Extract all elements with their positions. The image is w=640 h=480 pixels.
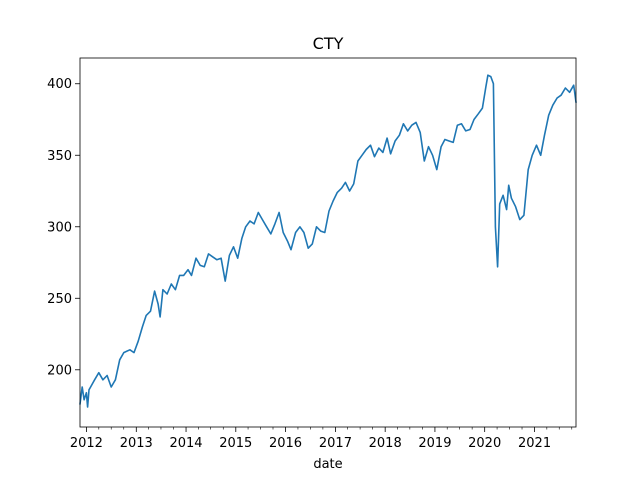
chart-title: CTY (313, 34, 344, 53)
x-tick-label: 2016 (269, 436, 302, 451)
x-tick-label: 2012 (70, 436, 103, 451)
x-tick-label: 2020 (468, 436, 501, 451)
x-tick-label: 2013 (120, 436, 153, 451)
x-tick-label: 2021 (518, 436, 551, 451)
y-tick-label: 300 (47, 220, 72, 235)
x-tick-label: 2018 (369, 436, 402, 451)
plot-area (79, 74, 577, 408)
y-tick-label: 350 (47, 149, 72, 164)
x-tick-label: 2014 (169, 436, 202, 451)
y-tick-label: 400 (47, 77, 72, 92)
x-axis-label: date (313, 457, 342, 472)
y-tick-label: 200 (47, 363, 72, 378)
y-tick-label: 250 (47, 292, 72, 307)
series-line (79, 74, 577, 408)
x-tick-label: 2019 (418, 436, 451, 451)
x-tick-label: 2017 (319, 436, 352, 451)
x-tick-label: 2015 (219, 436, 252, 451)
y-axis: 200 250 300 350 400 (47, 77, 80, 378)
plot-frame (79, 57, 577, 428)
x-axis: 2012 2013 2014 2015 2016 2017 2018 2019 2020 2021 (70, 427, 573, 451)
